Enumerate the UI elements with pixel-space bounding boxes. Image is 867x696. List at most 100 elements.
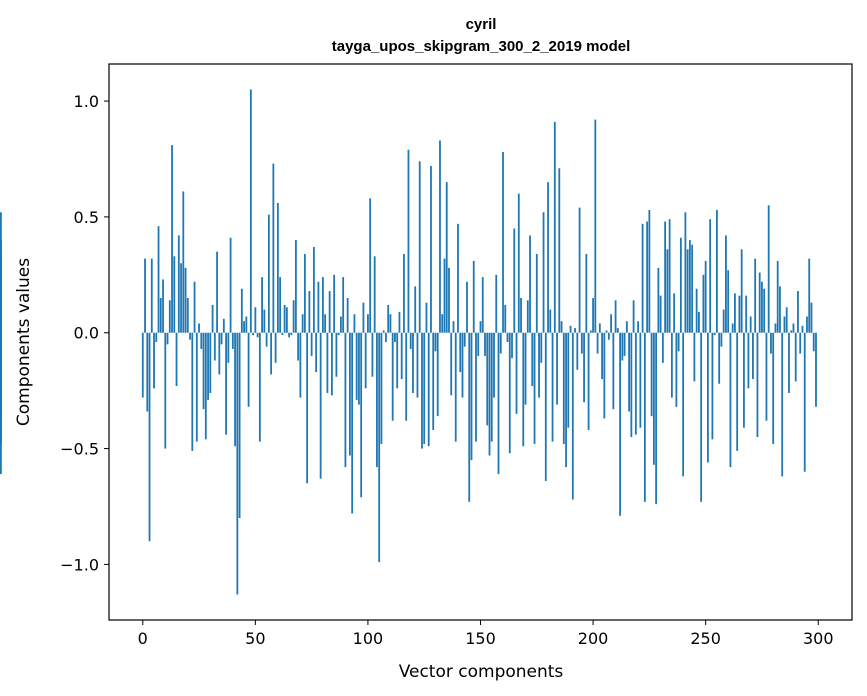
bar <box>770 332 772 354</box>
bar <box>594 119 597 333</box>
bar <box>574 328 576 333</box>
bar <box>673 293 676 333</box>
bar <box>337 332 340 336</box>
bar <box>517 193 520 333</box>
bar <box>535 253 538 333</box>
bar <box>249 89 252 333</box>
bar <box>360 332 363 498</box>
bar <box>808 258 811 333</box>
bar <box>806 316 808 333</box>
bar <box>387 304 390 333</box>
bar <box>576 332 579 370</box>
bar <box>486 332 489 426</box>
bar <box>306 332 309 484</box>
bar <box>344 332 347 468</box>
bar <box>738 295 741 333</box>
bar <box>213 332 216 361</box>
bar <box>279 277 282 333</box>
bar <box>781 332 784 477</box>
bar <box>351 332 354 514</box>
bar <box>634 332 637 435</box>
bar <box>171 145 173 333</box>
bar <box>150 258 153 333</box>
bar <box>331 332 333 396</box>
bar <box>270 332 273 375</box>
bar <box>349 332 351 456</box>
bar <box>598 323 601 333</box>
bar <box>146 332 149 412</box>
chart-title: cyril <box>466 16 497 33</box>
bar <box>520 297 522 333</box>
bar <box>693 332 696 382</box>
x-axis-ticks: 0 50 100 150 200 250 300 <box>138 620 834 648</box>
bar <box>812 332 815 352</box>
bar <box>297 332 300 361</box>
bar <box>258 332 261 442</box>
bar <box>648 209 651 333</box>
bar <box>389 314 392 333</box>
bar <box>661 332 664 363</box>
bar <box>758 272 761 333</box>
bar <box>468 332 471 502</box>
bar <box>198 323 200 333</box>
bar <box>659 295 662 333</box>
bar <box>747 332 750 389</box>
bar <box>414 286 417 333</box>
y-tick-label: 1.0 <box>74 92 99 111</box>
bar <box>533 332 536 444</box>
bar <box>756 332 759 437</box>
bar <box>355 332 358 400</box>
bar <box>382 330 385 333</box>
bar <box>603 332 606 419</box>
y-axis-ticks: −1.0 −0.5 0.0 0.5 1.0 <box>60 92 109 574</box>
bar <box>294 240 297 333</box>
bar <box>734 293 736 333</box>
bar <box>616 328 619 333</box>
chart-subtitle: tayga_upos_skipgram_300_2_2019 model <box>332 38 631 55</box>
bar <box>425 302 428 333</box>
bar <box>481 277 484 333</box>
bar <box>243 321 245 333</box>
bar <box>231 332 234 349</box>
bar <box>515 332 518 414</box>
bar <box>657 267 660 333</box>
bar <box>184 267 187 333</box>
bar <box>245 316 248 333</box>
bar <box>583 332 585 403</box>
bar <box>475 332 477 442</box>
bar <box>801 325 804 333</box>
bar <box>565 332 567 468</box>
bar <box>544 332 547 481</box>
bar <box>308 291 311 333</box>
bar <box>580 332 583 354</box>
bar <box>707 332 709 463</box>
bar <box>421 332 423 449</box>
x-tick-label: 0 <box>138 629 148 648</box>
bar <box>466 281 468 333</box>
bar <box>162 279 164 333</box>
y-tick-label: 0.0 <box>74 324 99 343</box>
bar <box>549 309 552 333</box>
bar <box>353 314 356 333</box>
bar <box>585 253 588 333</box>
bar <box>560 321 563 333</box>
bar <box>434 332 437 352</box>
bar <box>407 149 410 333</box>
bar <box>409 332 412 349</box>
bar <box>326 332 329 393</box>
bar <box>175 332 178 387</box>
bar <box>731 323 734 333</box>
bar <box>283 304 286 333</box>
bar <box>639 332 642 428</box>
y-tick-label: −0.5 <box>60 440 99 459</box>
bar <box>704 260 707 333</box>
bar <box>342 277 345 333</box>
bar <box>396 332 399 389</box>
bar <box>790 330 793 333</box>
bar <box>292 300 295 333</box>
bar <box>299 332 302 398</box>
bar <box>439 140 441 333</box>
bar <box>272 163 275 333</box>
bar <box>436 332 439 417</box>
